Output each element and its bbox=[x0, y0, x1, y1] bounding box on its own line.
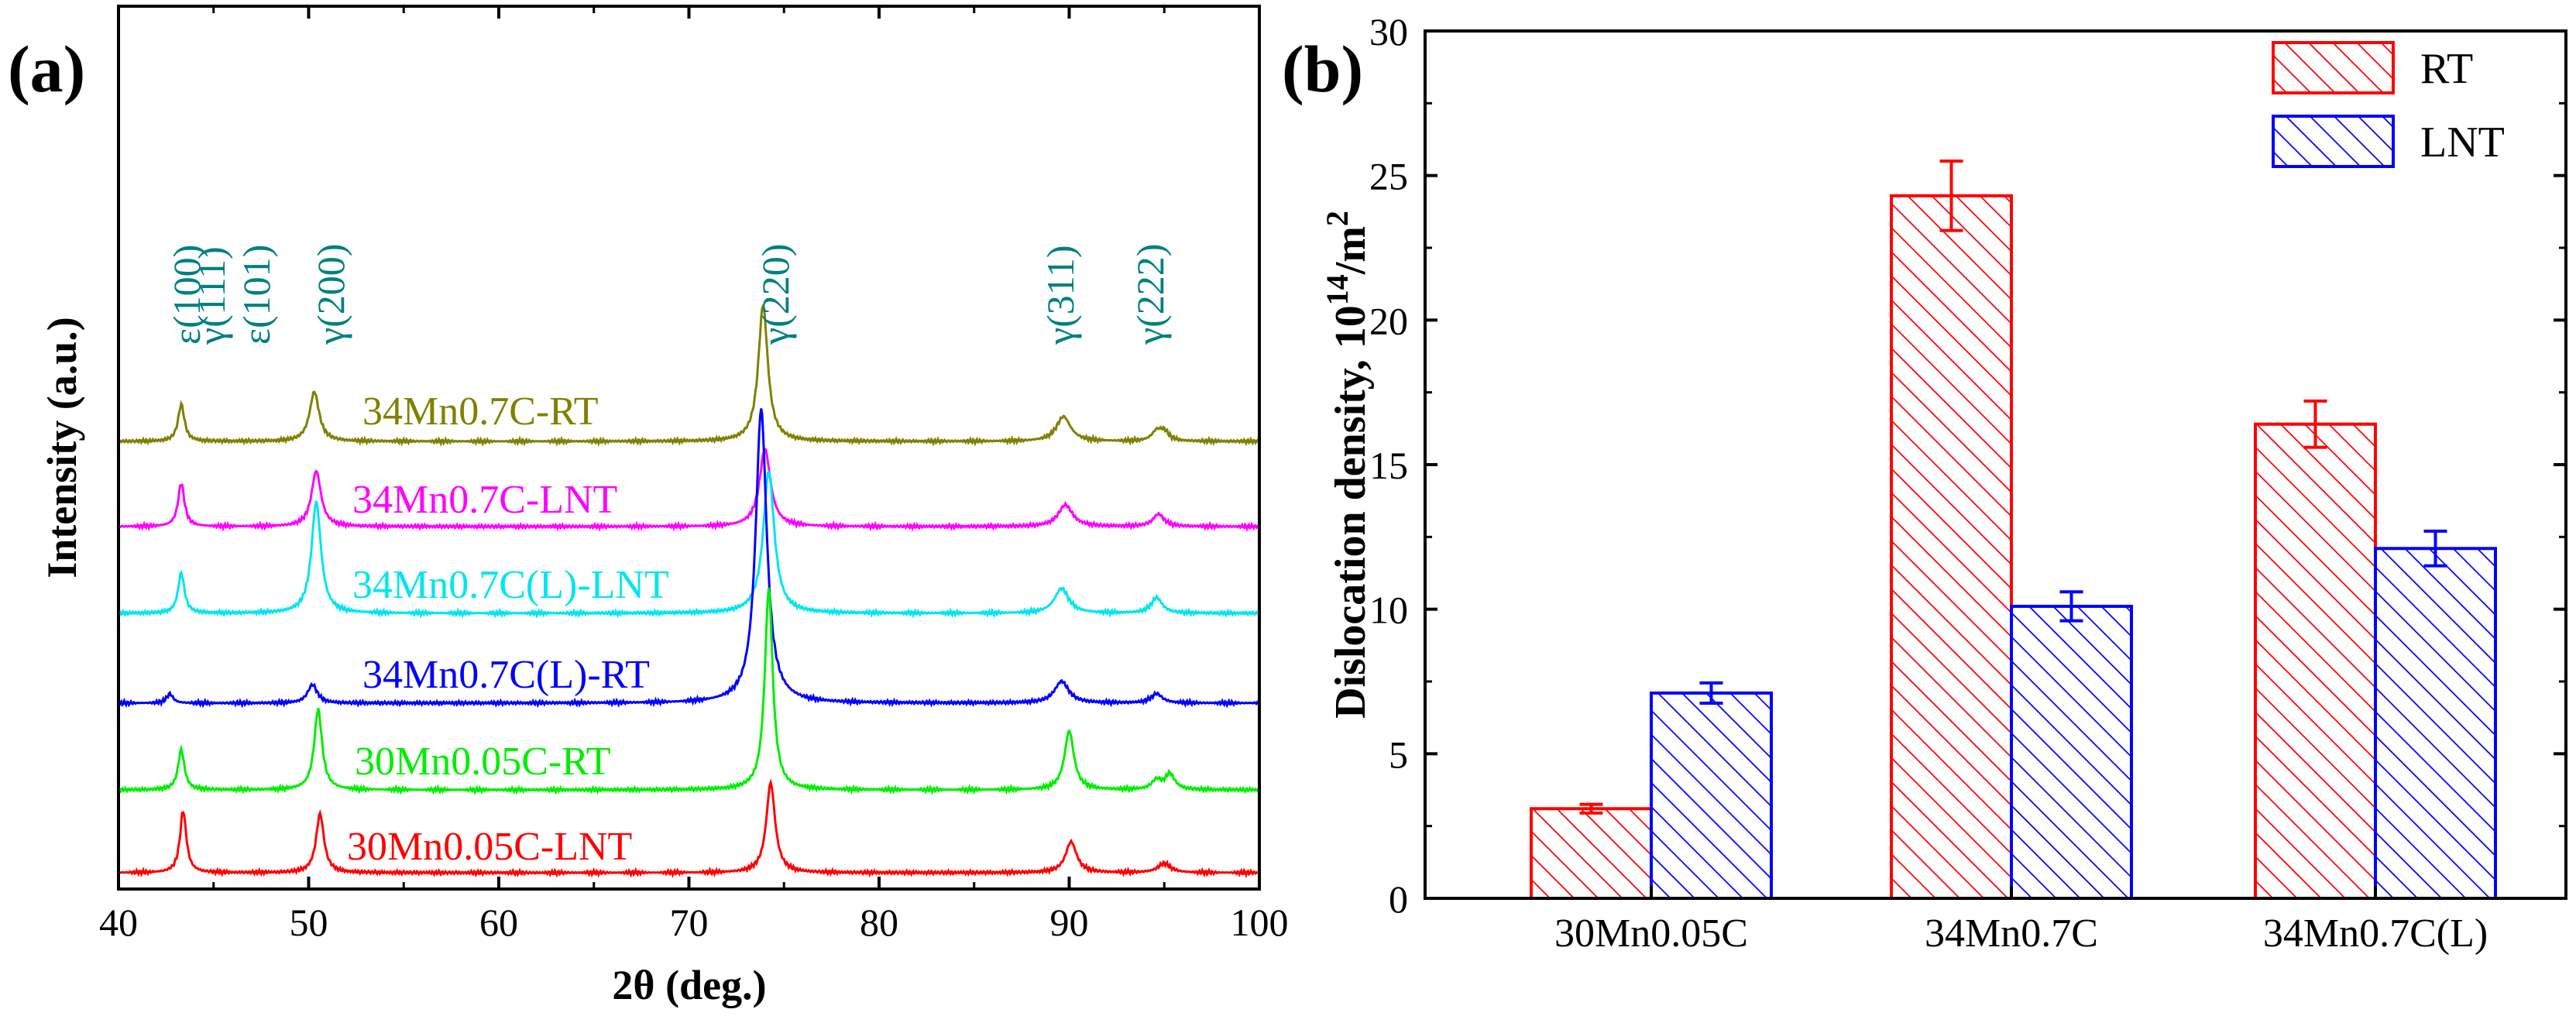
y-axis-label-b: Dislocation density, 1014/m2 bbox=[1320, 211, 1375, 719]
x-axis-ticks: 40 50 60 70 80 90 100 bbox=[99, 6, 1289, 944]
panel-b-dislocation: (b) 0 5 10 15 20 25 30 30Mn0.05C 34Mn0.7C 34Mn0.… bbox=[1282, 10, 2567, 956]
legend-label-RT: RT bbox=[2420, 45, 2473, 93]
series-label-34Mn0.7C(L)-RT: 34Mn0.7C(L)-RT bbox=[362, 653, 650, 697]
x-axis-categories: 30Mn0.05C 34Mn0.7C 34Mn0.7C(L) bbox=[1554, 886, 2488, 956]
panel-a-frame bbox=[117, 5, 1261, 891]
x-tick-label: 60 bbox=[479, 901, 518, 944]
panel-a-xrd: (a) 34Mn0.7C-RT 34Mn0.7C-LNT 34Mn0.7C(L)-L… bbox=[8, 5, 1289, 1008]
xrd-curves bbox=[117, 303, 1261, 879]
legend-label-LNT: LNT bbox=[2420, 118, 2505, 166]
series-line-34Mn0.7C-LNT bbox=[118, 447, 1261, 532]
series-line-34Mn0.7C-RT bbox=[117, 303, 1260, 448]
bar-RT-34Mn0.7C bbox=[1890, 194, 2013, 901]
category-label: 34Mn0.7C bbox=[1925, 911, 2098, 956]
y-axis-label: Intensity (a.u.) bbox=[39, 317, 85, 578]
legend: RT LNT bbox=[2272, 41, 2505, 168]
category-label: 30Mn0.05C bbox=[1554, 911, 1748, 956]
x-tick-label: 50 bbox=[290, 901, 328, 944]
panel-a-label: (a) bbox=[8, 32, 85, 106]
panel-b-label: (b) bbox=[1282, 32, 1363, 106]
bar-group bbox=[1530, 160, 2497, 901]
peak-label-4: γ(220) bbox=[754, 244, 797, 345]
y-tick-label: 0 bbox=[1389, 877, 1408, 921]
series-label-30Mn0.05C-LNT: 30Mn0.05C-LNT bbox=[347, 825, 632, 869]
y-axis-ticks: 0 5 10 15 20 25 30 bbox=[1369, 10, 2566, 921]
bar-LNT-30Mn0.05C bbox=[1650, 691, 1773, 901]
xrd-peak-labels: ε(100)γ(111) ε(101) γ(200) γ(220) γ(311) γ(22… bbox=[165, 244, 1172, 345]
peak-label-5: γ(311) bbox=[1039, 245, 1082, 345]
bar-LNT-34Mn0.7C bbox=[2010, 604, 2133, 901]
peak-label-0: ε(100) bbox=[165, 245, 208, 345]
series-line-34Mn0.7C(L)-LNT bbox=[117, 469, 1261, 620]
y-tick-label: 20 bbox=[1369, 299, 1408, 342]
x-tick-label: 100 bbox=[1231, 901, 1289, 944]
x-axis-label: 2θ (deg.) bbox=[612, 962, 766, 1008]
category-label: 34Mn0.7C(L) bbox=[2263, 911, 2488, 956]
x-tick-label: 80 bbox=[860, 901, 898, 944]
xrd-series-labels: 34Mn0.7C-RT 34Mn0.7C-LNT 34Mn0.7C(L)-LNT 34… bbox=[347, 390, 669, 869]
y-tick-label: 15 bbox=[1369, 444, 1408, 487]
peak-label-2: ε(101) bbox=[235, 245, 278, 345]
series-line-34Mn0.7C(L)-RT bbox=[117, 408, 1261, 709]
bar-RT-34Mn0.7C(L) bbox=[2254, 422, 2377, 900]
legend-swatch-RT bbox=[2272, 41, 2395, 94]
x-tick-label: 90 bbox=[1050, 901, 1089, 944]
y-tick-label: 30 bbox=[1369, 10, 1408, 53]
bar-LNT-34Mn0.7C(L) bbox=[2374, 547, 2497, 900]
legend-swatch-LNT bbox=[2272, 115, 2395, 168]
series-line-30Mn0.05C-RT bbox=[117, 587, 1260, 795]
y-tick-label: 25 bbox=[1369, 155, 1408, 198]
y-tick-label: 10 bbox=[1369, 589, 1408, 632]
peak-label-6: γ(222) bbox=[1128, 244, 1172, 345]
peak-label-1: γ(111) bbox=[190, 246, 233, 345]
series-label-30Mn0.05C-RT: 30Mn0.05C-RT bbox=[355, 740, 611, 784]
series-label-34Mn0.7C-RT: 34Mn0.7C-RT bbox=[362, 390, 599, 434]
series-label-34Mn0.7C-LNT: 34Mn0.7C-LNT bbox=[352, 478, 617, 522]
peak-label-3: γ(200) bbox=[309, 244, 352, 345]
series-label-34Mn0.7C(L)-LNT: 34Mn0.7C(L)-LNT bbox=[352, 563, 669, 607]
series-line-30Mn0.05C-LNT bbox=[118, 778, 1260, 879]
x-tick-label: 40 bbox=[99, 901, 138, 944]
y-tick-label: 5 bbox=[1389, 733, 1408, 776]
x-tick-label: 70 bbox=[670, 901, 709, 944]
bar-RT-30Mn0.05C bbox=[1530, 807, 1653, 901]
